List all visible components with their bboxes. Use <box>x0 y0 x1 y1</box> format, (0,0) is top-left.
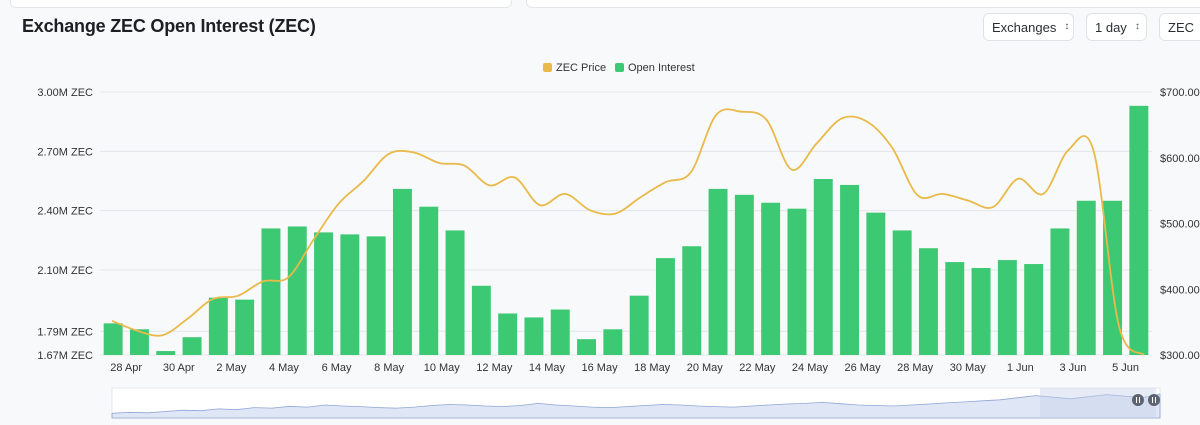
x-axis-tick-label: 28 Apr <box>110 362 142 374</box>
open-interest-bar <box>550 309 570 355</box>
open-interest-bar <box>629 295 649 355</box>
x-axis-tick-label: 2 May <box>216 362 246 374</box>
x-axis-tick-label: 18 May <box>634 362 671 374</box>
open-interest-bar <box>892 230 912 355</box>
zoom-navigator <box>111 387 1161 419</box>
open-interest-bar <box>840 184 860 355</box>
legend-swatch <box>543 63 552 72</box>
open-interest-bar <box>997 260 1017 355</box>
open-interest-bar <box>866 212 886 355</box>
open-interest-bar <box>392 188 412 355</box>
navigator-handle[interactable] <box>1132 394 1144 406</box>
x-axis-tick-label: 10 May <box>424 362 461 374</box>
unit-select[interactable]: ZEC ↕ <box>1159 13 1200 41</box>
x-axis-tick-label: 14 May <box>529 362 566 374</box>
left-axis-tick-label: 1.79M ZEC <box>37 326 93 338</box>
open-interest-bar <box>314 232 334 355</box>
open-interest-bar <box>261 228 281 355</box>
open-interest-bar <box>287 226 307 355</box>
x-axis-tick-label: 24 May <box>792 362 829 374</box>
interval-select[interactable]: 1 day ↕ <box>1086 13 1147 41</box>
open-interest-bar <box>471 285 491 355</box>
unit-select-label: ZEC <box>1168 19 1194 35</box>
x-axis-tick-label: 16 May <box>582 362 619 374</box>
open-interest-bar <box>682 246 702 355</box>
x-axis-tick-label: 20 May <box>687 362 724 374</box>
x-axis-tick-label: 12 May <box>476 362 513 374</box>
open-interest-bar <box>156 351 176 355</box>
exchanges-select[interactable]: Exchanges ↕ <box>983 13 1074 41</box>
exchanges-select-label: Exchanges <box>992 19 1057 35</box>
x-axis-tick-label: 1 Jun <box>1007 362 1034 374</box>
page-title: Exchange ZEC Open Interest (ZEC) <box>22 16 316 36</box>
open-interest-bar <box>445 230 465 355</box>
open-interest-bar <box>655 258 675 355</box>
open-interest-bar <box>524 317 544 355</box>
open-interest-bar <box>971 267 991 355</box>
x-axis-tick-label: 6 May <box>322 362 352 374</box>
top-card-right <box>526 0 1200 8</box>
x-axis-tick-label: 26 May <box>845 362 882 374</box>
open-interest-bar <box>129 329 149 355</box>
legend-label: Open Interest <box>628 62 695 74</box>
open-interest-bar <box>1076 200 1096 355</box>
open-interest-bar <box>761 202 781 355</box>
open-interest-bar <box>577 339 597 355</box>
chevron-updown-icon: ↕ <box>1064 21 1070 32</box>
x-axis-tick-label: 8 May <box>374 362 404 374</box>
chart-container: 3.00M ZEC 2.70M ZEC 2.40M ZEC 2.10M ZEC 1.79… <box>0 50 1200 420</box>
right-axis-tick-label: $500.00 <box>1160 219 1200 231</box>
x-axis-tick-label: 30 May <box>950 362 987 374</box>
left-axis-tick-label: 3.00M ZEC <box>37 87 93 99</box>
open-interest-bar <box>603 329 623 355</box>
open-interest-bar <box>945 262 965 355</box>
navigator-handle[interactable] <box>1148 394 1160 406</box>
right-axis-tick-label: $600.00 <box>1160 153 1200 165</box>
open-interest-bar <box>1024 264 1044 355</box>
left-axis-tick-label: 2.40M ZEC <box>37 206 93 218</box>
open-interest-bar <box>1103 200 1123 355</box>
zec-price-line <box>111 108 1145 356</box>
legend-swatch <box>615 63 624 72</box>
right-axis-tick-label: $400.00 <box>1160 284 1200 296</box>
top-card-left <box>10 0 512 8</box>
x-axis-tick-label: 28 May <box>897 362 934 374</box>
open-interest-bar <box>708 188 728 355</box>
x-axis-tick-label: 5 Jun <box>1112 362 1139 374</box>
navigator-overview-area <box>111 393 1161 419</box>
open-interest-bar <box>1050 228 1070 355</box>
open-interest-bar <box>366 236 386 355</box>
x-axis-tick-label: 4 May <box>269 362 299 374</box>
left-axis-tick-label: 1.67M ZEC <box>37 350 93 362</box>
open-interest-bar <box>103 323 123 355</box>
interval-select-label: 1 day <box>1095 19 1127 35</box>
left-axis-tick-label: 2.70M ZEC <box>37 146 93 158</box>
open-interest-bar <box>813 179 833 355</box>
open-interest-bar <box>182 337 202 355</box>
open-interest-bar <box>235 299 255 355</box>
x-axis-tick-label: 30 Apr <box>163 362 195 374</box>
chart-controls: Exchanges ↕ 1 day ↕ ZEC ↕ <box>983 13 1200 41</box>
right-axis-tick-label: $700.00 <box>1160 87 1200 99</box>
open-interest-bar <box>1129 105 1149 355</box>
legend-label: ZEC Price <box>556 62 606 74</box>
x-axis-tick-label: 3 Jun <box>1059 362 1086 374</box>
x-axis-tick-label: 22 May <box>739 362 776 374</box>
open-interest-bar <box>498 313 518 355</box>
open-interest-bar <box>787 208 807 355</box>
left-axis-tick-label: 2.10M ZEC <box>37 265 93 277</box>
open-interest-bar <box>208 297 228 355</box>
open-interest-chart: 3.00M ZEC 2.70M ZEC 2.40M ZEC 2.10M ZEC 1.79… <box>37 62 1200 419</box>
chevron-updown-icon: ↕ <box>1134 21 1140 32</box>
chart-legend: ZEC Price Open Interest <box>543 62 695 74</box>
open-interest-bar <box>419 206 439 355</box>
open-interest-bar <box>734 194 754 355</box>
open-interest-bar <box>918 248 938 355</box>
open-interest-bar <box>340 234 360 355</box>
right-axis-tick-label: $300.00 <box>1160 350 1200 362</box>
